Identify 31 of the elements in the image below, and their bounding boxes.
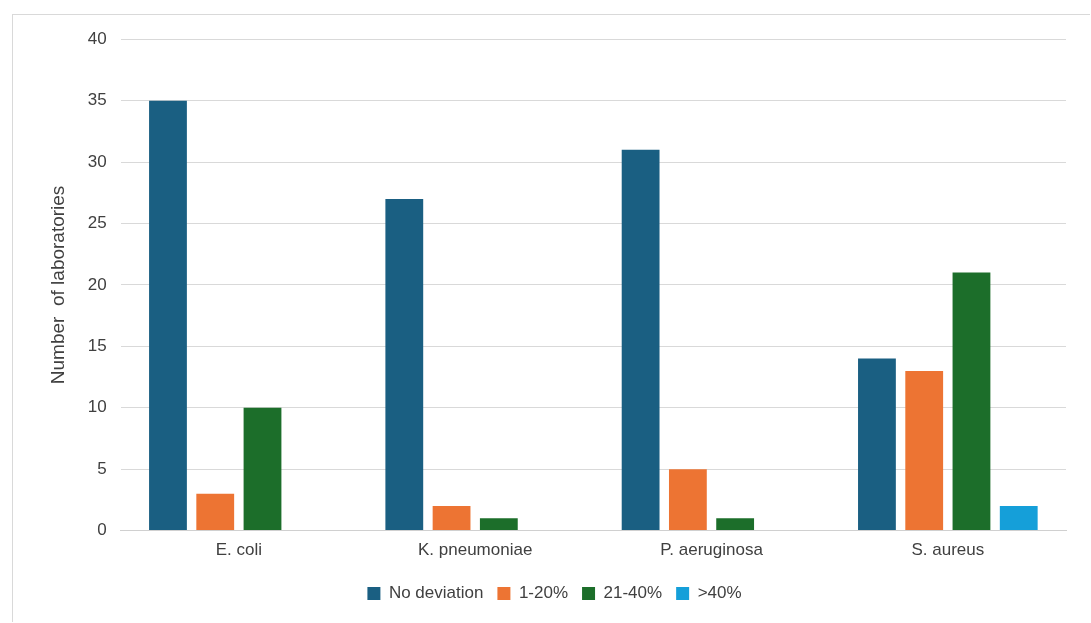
bar [243, 407, 282, 531]
y-tick-label: 35 [87, 90, 107, 110]
bar [905, 370, 944, 531]
bar [149, 100, 187, 531]
y-tick-label: 30 [87, 151, 107, 171]
bar [668, 469, 707, 531]
legend-label: >40% [697, 583, 742, 603]
y-tick-label: 5 [97, 458, 107, 478]
y-axis-title: Number of laboratories [46, 185, 68, 385]
x-tick-label: P. aeruginosa [660, 540, 764, 560]
y-tick-label: 20 [87, 274, 107, 294]
legend-label: No deviation [388, 583, 484, 603]
x-tick-label: E. coli [215, 540, 263, 560]
x-tick-label: S. aureus [911, 540, 985, 560]
bar [196, 493, 235, 531]
bar [432, 506, 471, 531]
x-tick-label: K. pneumoniae [418, 540, 533, 560]
bar [858, 358, 896, 531]
bar [479, 518, 518, 531]
bar [952, 272, 991, 531]
bar [385, 198, 424, 531]
y-tick-label: 40 [87, 28, 107, 48]
y-tick-label: 0 [97, 520, 107, 540]
y-tick-label: 25 [87, 213, 107, 233]
y-tick-label: 10 [87, 397, 107, 417]
bar [716, 518, 755, 531]
bar [621, 149, 660, 531]
legend-label: 1-20% [518, 583, 569, 603]
legend-label: 21-40% [603, 583, 663, 603]
y-tick-label: 15 [87, 336, 107, 356]
bar [999, 506, 1038, 531]
